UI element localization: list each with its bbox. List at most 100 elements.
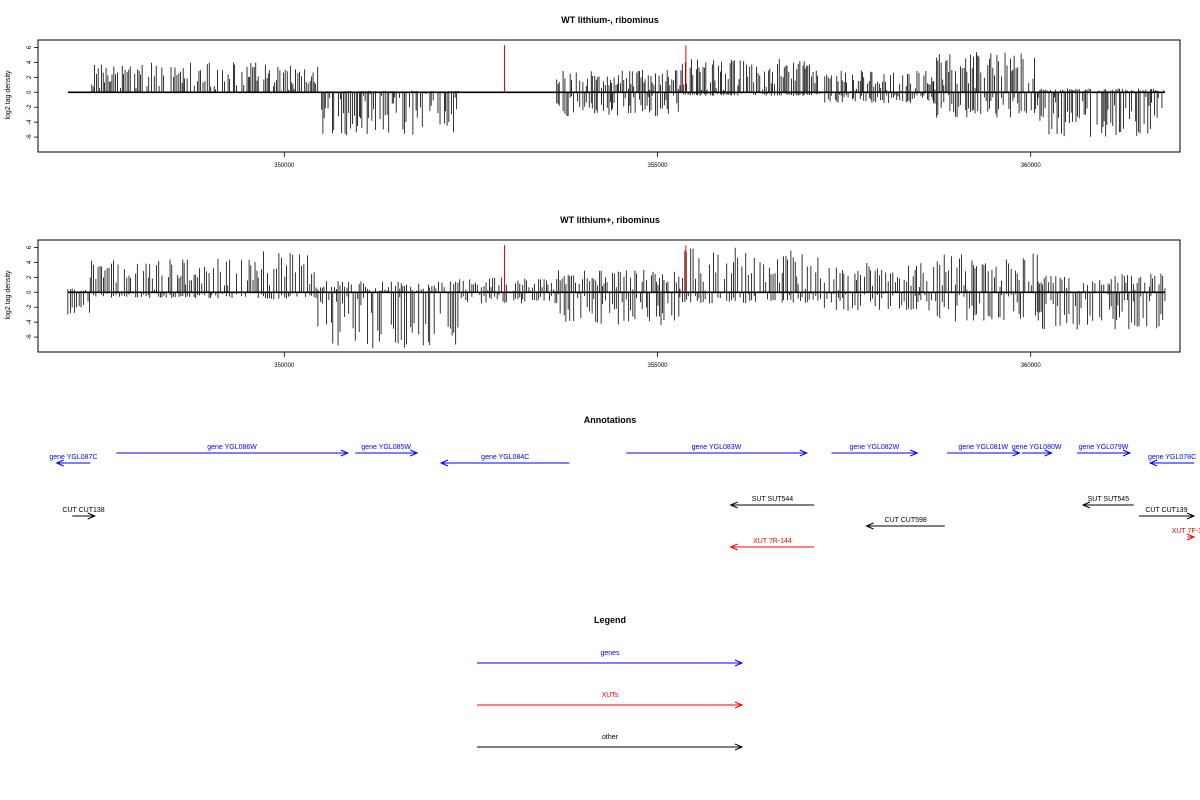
track-panel-lithium-plus: WT lithium+, ribominus log2 tag density … <box>5 215 1181 369</box>
markers-layer <box>504 245 687 293</box>
y-axis-label: log2 tag density <box>5 70 12 120</box>
x-tick-label: 355000 <box>648 363 669 369</box>
plot-frame <box>37 239 1181 353</box>
feature-label: SUT SUT544 <box>752 496 794 503</box>
feature-label: gene YGL080W <box>1012 444 1062 451</box>
legend-item: genes <box>477 650 744 667</box>
feature-label: gene YGL087C <box>49 454 97 461</box>
feature-label: gene YGL078C <box>1148 454 1196 461</box>
arrow-head-icon <box>729 501 738 509</box>
feature-annotation: CUT CUT598 <box>865 517 945 530</box>
feature-label: gene YGL083W <box>692 444 742 451</box>
legend-title: Legend <box>594 615 626 625</box>
x-tick-label: 355000 <box>648 163 669 169</box>
feature-annotation: XUT 7R-144 <box>729 538 815 551</box>
arrow-head-icon <box>1044 449 1053 457</box>
arrow-head-icon <box>1122 449 1132 457</box>
y-tick-label: 0 <box>27 90 33 94</box>
feature-annotation: gene YGL085W <box>355 444 419 457</box>
bars-layer <box>67 247 1166 349</box>
legend-label: other <box>602 734 619 741</box>
feature-annotation: CUT CUT139 <box>1138 507 1196 520</box>
y-tick-label: -4 <box>27 119 33 125</box>
feature-annotation: gene YGL079W <box>1076 444 1132 457</box>
bars-layer <box>91 52 1165 137</box>
feature-annotation: SUT SUT545 <box>1081 496 1134 509</box>
arrow-head-icon <box>734 701 744 709</box>
arrow-head-icon <box>1186 533 1196 541</box>
feature-annotation: gene YGL087C <box>49 454 98 467</box>
arrow-head-icon <box>409 449 419 457</box>
arrow-head-icon <box>1012 449 1021 457</box>
feature-label: gene YGL081W <box>958 444 1008 451</box>
feature-annotation: gene YGL080W <box>1012 444 1062 457</box>
y-tick-label: -2 <box>27 104 33 110</box>
arrow-head-icon <box>910 449 919 457</box>
arrow-head-icon <box>87 512 96 520</box>
panel-title: WT lithium+, ribominus <box>560 215 660 225</box>
legend-label: genes <box>600 650 620 657</box>
feature-annotation: SUT SUT544 <box>729 496 815 509</box>
y-tick-label: 2 <box>27 275 33 279</box>
feature-annotation: CUT CUT138 <box>62 507 105 520</box>
arrow-head-icon <box>439 459 449 467</box>
y-tick-label: 0 <box>27 290 33 294</box>
feature-label: CUT CUT598 <box>885 517 927 524</box>
legend-label: XUTs <box>602 692 619 699</box>
y-tick-label: -2 <box>27 304 33 310</box>
arrow-head-icon <box>865 522 874 530</box>
feature-annotation: gene YGL078C <box>1148 454 1196 467</box>
arrow-head-icon <box>1148 459 1158 467</box>
legend-item: other <box>477 734 744 751</box>
feature-label: SUT SUT545 <box>1088 496 1130 503</box>
x-axis: 350000 355000 360000 <box>274 352 1041 369</box>
x-tick-label: 350000 <box>274 363 295 369</box>
arrow-head-icon <box>1081 501 1091 509</box>
y-tick-label: -6 <box>27 334 33 340</box>
y-tick-label: -6 <box>27 134 33 140</box>
feature-annotation: gene YGL081W <box>947 444 1021 457</box>
y-tick-label: 4 <box>27 60 33 64</box>
feature-annotation: XUT 7F-175 <box>1172 528 1200 541</box>
plot-frame <box>37 39 1181 153</box>
y-axis: -6 -4 -2 0 2 4 6 <box>27 245 38 340</box>
arrow-head-icon <box>55 459 64 467</box>
features-layer: gene YGL087C gene YGL086W gene YGL085W gene… <box>49 444 1200 551</box>
arrow-head-icon <box>734 659 744 667</box>
y-axis-label: log2 tag density <box>5 270 12 320</box>
track-panel-lithium-minus: WT lithium-, ribominus log2 tag density … <box>5 15 1181 169</box>
x-tick-label: 350000 <box>274 163 295 169</box>
feature-label: gene YGL079W <box>1079 444 1129 451</box>
legend: Legend genes XUTs other <box>477 615 744 751</box>
x-axis: 350000 355000 360000 <box>274 152 1041 169</box>
y-tick-label: 6 <box>27 245 33 249</box>
y-tick-label: 6 <box>27 45 33 49</box>
arrow-head-icon <box>729 543 738 551</box>
feature-annotation: gene YGL086W <box>116 444 350 457</box>
feature-label: gene YGL085W <box>361 444 411 451</box>
feature-label: gene YGL084C <box>481 454 529 461</box>
feature-annotation: gene YGL082W <box>831 444 919 457</box>
feature-annotation: gene YGL084C <box>439 454 570 467</box>
feature-label: gene YGL082W <box>850 444 900 451</box>
feature-annotation: gene YGL083W <box>626 444 809 457</box>
feature-label: gene YGL086W <box>207 444 257 451</box>
y-tick-label: 4 <box>27 260 33 264</box>
feature-label: XUT 7R-144 <box>753 538 792 545</box>
x-tick-label: 360000 <box>1021 163 1042 169</box>
arrow-head-icon <box>340 449 350 457</box>
y-tick-label: 2 <box>27 75 33 79</box>
feature-label: XUT 7F-175 <box>1172 528 1200 535</box>
arrow-head-icon <box>734 743 744 751</box>
markers-layer <box>504 45 687 93</box>
panel-title: WT lithium-, ribominus <box>561 15 659 25</box>
y-tick-label: -4 <box>27 319 33 325</box>
feature-label: CUT CUT139 <box>1145 507 1187 514</box>
arrow-head-icon <box>799 449 809 457</box>
legend-item: XUTs <box>477 692 744 709</box>
arrow-head-icon <box>1186 512 1196 520</box>
annotations-title: Annotations <box>584 415 637 425</box>
feature-label: CUT CUT138 <box>62 507 104 514</box>
